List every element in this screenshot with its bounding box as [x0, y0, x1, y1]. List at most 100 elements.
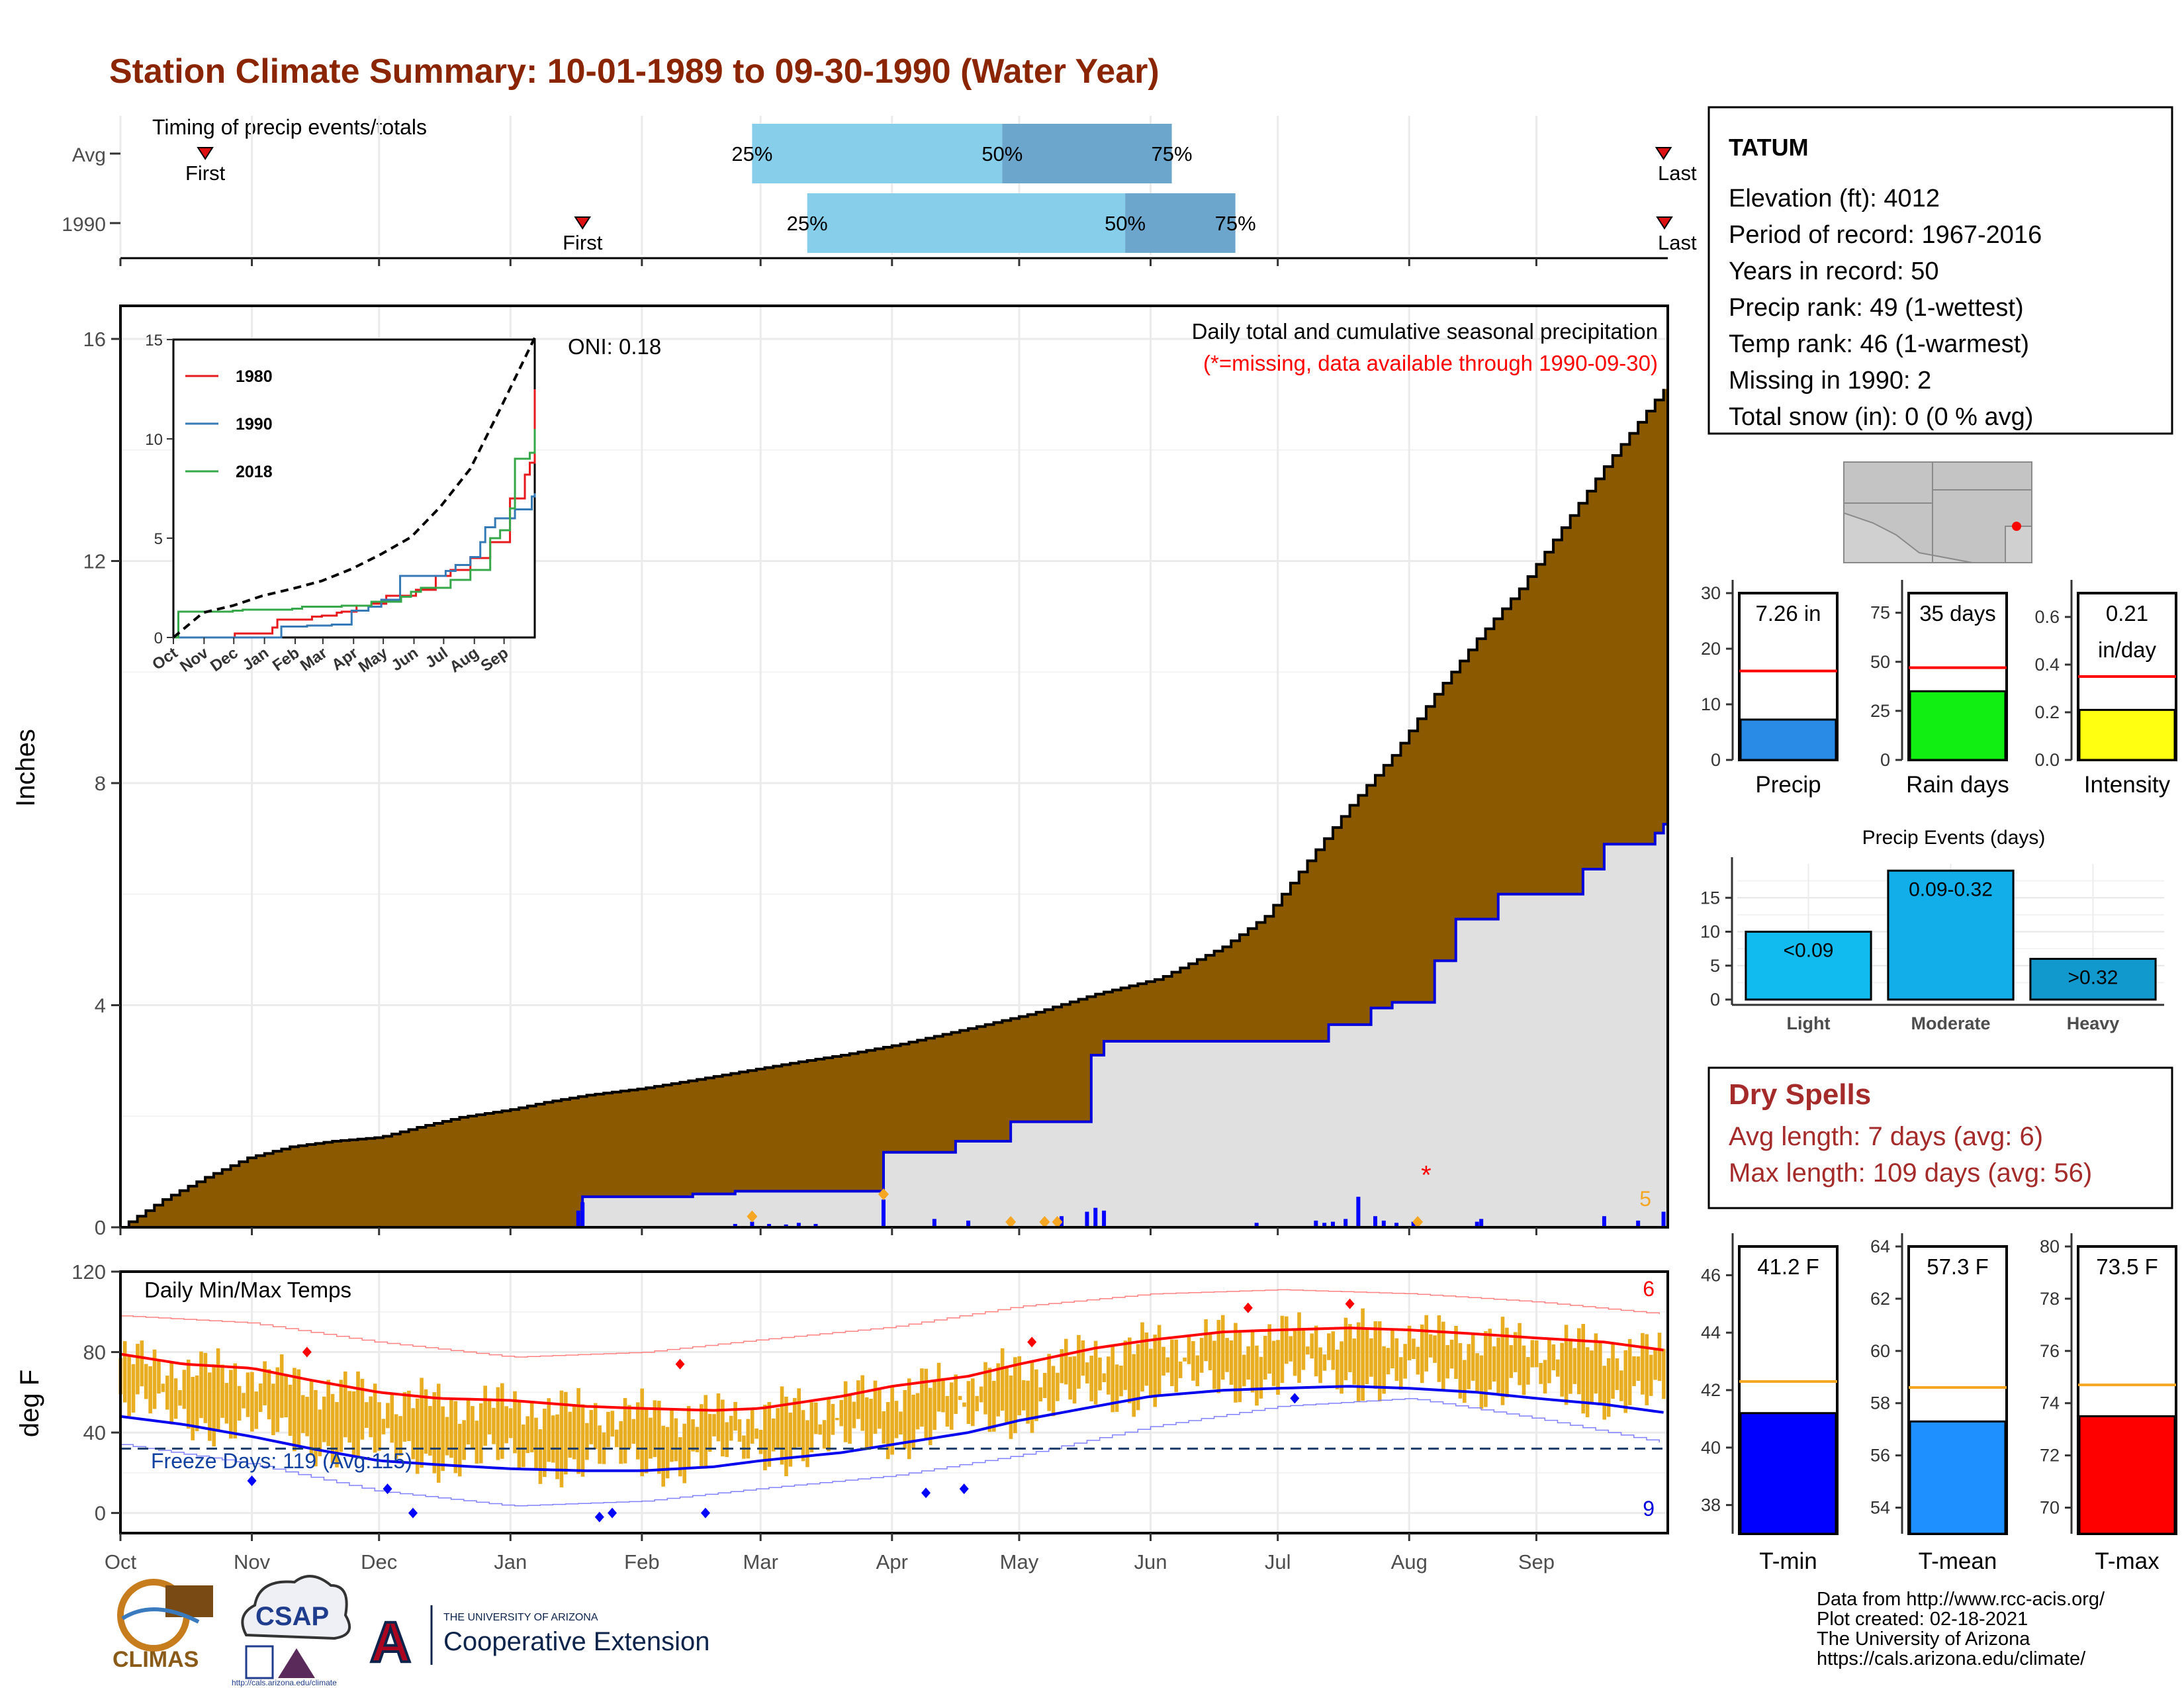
tmean-y-tick-label: 60 — [1870, 1341, 1890, 1361]
daily-temp-bar — [173, 1378, 178, 1419]
daily-temp-bar — [564, 1391, 568, 1475]
daily-temp-bar — [496, 1387, 500, 1460]
daily-temp-bar — [203, 1352, 208, 1423]
daily-temp-bar — [420, 1378, 424, 1468]
climas-wave-icon — [121, 1607, 200, 1624]
events-y-tick-label: 5 — [1710, 956, 1720, 976]
daily-precip-bar — [1411, 1221, 1416, 1227]
hot-day-marker — [1345, 1298, 1355, 1309]
daily-temp-bar — [1428, 1334, 1433, 1358]
temp-x-tick-label: Nov — [234, 1550, 271, 1573]
daily-temp-bar — [1000, 1348, 1005, 1411]
daily-temp-bar — [1276, 1340, 1280, 1395]
daily-temp-bar — [1479, 1355, 1484, 1409]
daily-temp-bar — [182, 1370, 187, 1409]
daily-temp-bar — [771, 1418, 776, 1452]
daily-temp-bar — [936, 1362, 941, 1412]
tmin-bar — [1739, 1412, 1837, 1535]
dry-max-length: Max length: 109 days (avg: 56) — [1729, 1158, 2092, 1188]
timing-p75-label: 75% — [1152, 142, 1193, 165]
cold-day-marker — [608, 1507, 617, 1519]
map-states — [1843, 461, 2032, 563]
events-y-tick-label: 15 — [1700, 888, 1720, 908]
last-marker-icon — [1655, 147, 1672, 160]
daily-temp-bar — [1128, 1337, 1132, 1403]
precip-y-tick-label: 8 — [95, 772, 106, 795]
daily-temp-bar — [1034, 1369, 1038, 1421]
daily-temp-bar — [1598, 1342, 1602, 1405]
events-bar-label: >0.32 — [2068, 967, 2118, 989]
timing-p25-label: 25% — [787, 212, 828, 235]
daily-temp-bar — [1077, 1335, 1081, 1389]
daily-temp-bar — [1653, 1348, 1657, 1380]
tmax-value-label: 73.5 F — [2096, 1254, 2158, 1279]
events-bar — [1745, 931, 1872, 1001]
freeze-label: Freeze Days: 119 (Avg:115) — [151, 1449, 412, 1473]
daily-temp-bar — [941, 1378, 945, 1413]
daily-precip-bar — [1330, 1221, 1335, 1227]
daily-temp-bar — [254, 1391, 259, 1429]
daily-temp-bar — [712, 1414, 716, 1436]
precip-y-tick-label: 12 — [83, 550, 106, 573]
inset-legend-label: 1990 — [236, 415, 273, 434]
first-label: First — [563, 231, 603, 254]
daily-precip-bar — [1314, 1220, 1318, 1227]
events-bar-label: <0.09 — [1784, 940, 1834, 962]
daily-temp-bar — [322, 1396, 326, 1442]
daily-temp-bar — [691, 1419, 695, 1452]
daily-temp-bar — [1547, 1338, 1551, 1383]
daily-temp-bar — [1144, 1332, 1149, 1386]
daily-temp-bar — [161, 1383, 165, 1392]
daily-temp-bar — [1373, 1321, 1378, 1389]
daily-temp-bar — [818, 1424, 823, 1435]
daily-temp-bar — [1543, 1360, 1547, 1394]
daily-temp-bar — [614, 1429, 619, 1448]
daily-temp-bar — [627, 1405, 631, 1449]
daily-precip-bar — [733, 1223, 737, 1227]
daily-temp-bar — [1390, 1329, 1394, 1369]
daily-temp-bar — [805, 1420, 809, 1468]
daily-precip-bar — [1394, 1223, 1399, 1227]
intensity-y-tick-label: 0.4 — [2034, 655, 2060, 675]
tmin-y-tick-label: 42 — [1701, 1380, 1721, 1400]
intensity-y-tick-label: 0.0 — [2034, 750, 2060, 770]
daily-temp-bar — [157, 1360, 161, 1394]
daily-temp-bar — [1534, 1340, 1539, 1368]
extreme-precip-marker — [1039, 1216, 1050, 1228]
daily-temp-bar — [504, 1406, 508, 1444]
daily-temp-bar — [339, 1380, 343, 1452]
daily-temp-bar — [1572, 1348, 1577, 1384]
timing-rows: Avg 25% 50% 75% First Last 1990 25% 50% 75% First L… — [62, 124, 1697, 254]
daily-temp-bar — [1026, 1380, 1030, 1424]
daily-precip-bar — [796, 1223, 801, 1227]
precip-total-y-tick-label: 20 — [1701, 639, 1721, 659]
daily-temp-bar — [199, 1351, 203, 1419]
precip-areas — [120, 389, 1668, 1229]
events-body: <0.09 Light 0.09-0.32 Moderate >0.32 Heavy 0 5 1… — [1700, 857, 2164, 1033]
station-info-line: Elevation (ft): 4012 — [1729, 185, 1940, 212]
daily-temp-bar — [1327, 1333, 1331, 1360]
daily-temp-bar — [1161, 1346, 1165, 1376]
daily-temp-bar — [593, 1403, 598, 1450]
temp-y-tick-label: 80 — [83, 1341, 106, 1364]
tmin-y-tick-label: 38 — [1701, 1495, 1721, 1515]
daily-temp-bar — [572, 1404, 576, 1460]
daily-temp-bar — [457, 1423, 462, 1477]
daily-temp-bar — [547, 1398, 551, 1462]
daily-temp-bar — [487, 1400, 492, 1434]
daily-temp-bar — [610, 1411, 615, 1437]
daily-temp-bar — [1449, 1339, 1454, 1369]
daily-temp-bar — [1636, 1356, 1641, 1381]
extreme-count: 5 — [1639, 1187, 1651, 1211]
temp-markers — [247, 1298, 1355, 1523]
inset-y-tick-label: 0 — [154, 630, 163, 647]
daily-temp-bar — [933, 1380, 936, 1430]
daily-temp-bar — [1068, 1356, 1072, 1400]
daily-precip-bar — [881, 1199, 886, 1227]
daily-temp-bar — [1289, 1336, 1293, 1362]
cold-day-marker — [383, 1483, 392, 1495]
inset-series-line — [172, 337, 536, 639]
daily-temp-bar — [907, 1378, 911, 1460]
precip-total-x-label: Precip — [1755, 772, 1821, 798]
daily-precip-bar — [1356, 1196, 1361, 1227]
